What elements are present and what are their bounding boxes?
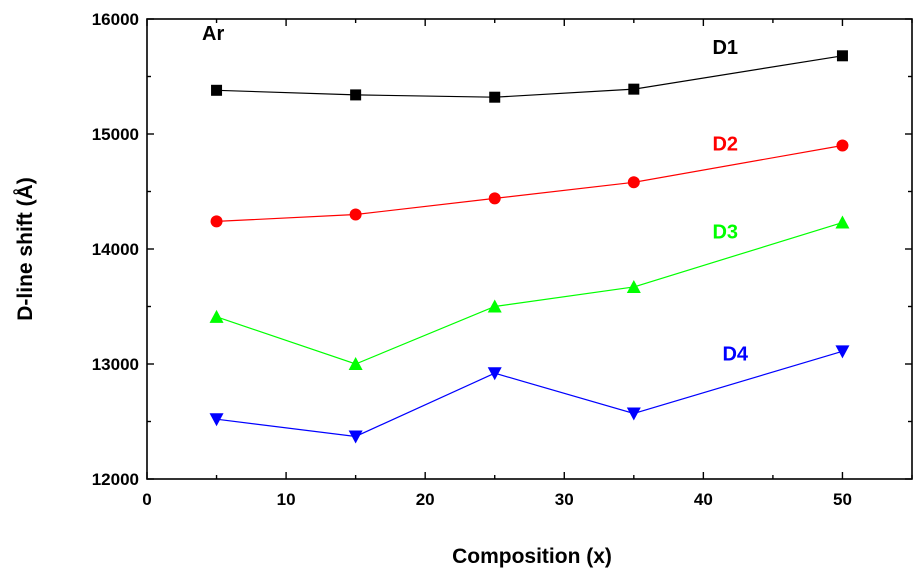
series-label: D1 xyxy=(712,37,738,59)
data-point xyxy=(627,280,641,293)
series-line xyxy=(217,223,843,364)
series-d3: D3 xyxy=(210,216,850,370)
data-point xyxy=(835,345,849,358)
x-tick-label: 10 xyxy=(277,490,296,509)
x-tick-label: 50 xyxy=(833,490,852,509)
series-d4: D4 xyxy=(210,343,850,443)
data-point xyxy=(211,215,223,227)
axes xyxy=(147,19,912,479)
y-tick-label: 15000 xyxy=(92,125,139,144)
data-point xyxy=(835,216,849,229)
series-d1: D1 xyxy=(211,37,848,103)
x-tick-label: 30 xyxy=(555,490,574,509)
series-line xyxy=(217,351,843,436)
y-tick-label: 12000 xyxy=(92,470,139,489)
x-axis-title: Composition (x) xyxy=(452,545,612,568)
y-tick-label: 14000 xyxy=(92,240,139,259)
data-point xyxy=(350,209,362,221)
data-point xyxy=(349,430,363,443)
data-point xyxy=(628,84,639,95)
data-point xyxy=(837,50,848,61)
series-label: D3 xyxy=(712,222,738,244)
data-point xyxy=(489,192,501,204)
data-point xyxy=(489,92,500,103)
x-tick-label: 0 xyxy=(142,490,151,509)
annotation-ar: Ar xyxy=(202,23,224,45)
data-point xyxy=(350,89,361,100)
x-tick-label: 40 xyxy=(694,490,713,509)
y-axis-title: D-line shift (Å) xyxy=(13,177,37,320)
series-line xyxy=(217,56,843,97)
data-point xyxy=(836,140,848,152)
y-tick-label: 13000 xyxy=(92,355,139,374)
plot-frame xyxy=(147,19,912,479)
series-layer: D1 D2 D3 D4 xyxy=(210,37,850,444)
data-point xyxy=(349,357,363,370)
series-label: D2 xyxy=(712,134,738,156)
data-point xyxy=(488,367,502,380)
series-label: D4 xyxy=(722,343,748,365)
series-d2: D2 xyxy=(211,134,849,228)
data-point xyxy=(211,85,222,96)
data-point xyxy=(627,407,641,420)
data-point xyxy=(628,176,640,188)
x-tick-label: 20 xyxy=(416,490,435,509)
data-point xyxy=(210,310,224,323)
y-tick-label: 16000 xyxy=(92,10,139,29)
series-line xyxy=(217,146,843,222)
